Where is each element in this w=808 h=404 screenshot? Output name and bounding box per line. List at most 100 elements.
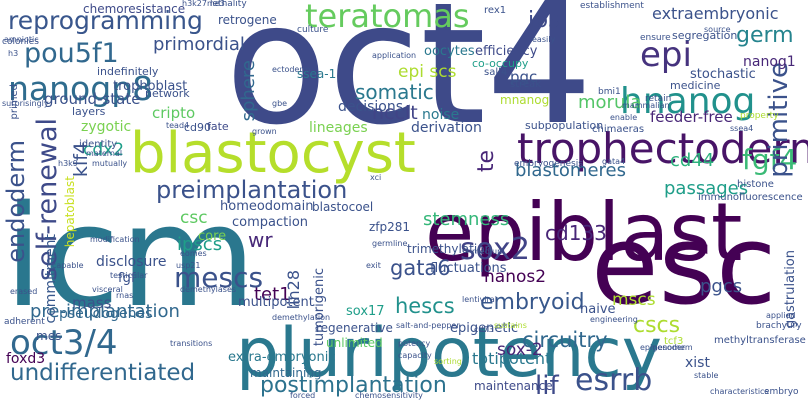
word: gbe (272, 99, 288, 108)
word: medium (472, 247, 505, 256)
word: stochastic (690, 67, 756, 82)
word: embryoid (480, 290, 585, 315)
word: pgcs (700, 276, 743, 297)
word: compaction (232, 215, 309, 230)
word: pseudogenes (59, 306, 153, 322)
word: cd44 (670, 150, 715, 171)
word: cripto (152, 104, 196, 122)
word: xist (685, 355, 710, 371)
word: lentiviral (462, 295, 497, 304)
word: cd90 (184, 121, 212, 134)
word: te (474, 150, 499, 173)
word: pluripotency (236, 314, 662, 393)
word: ensure (640, 33, 671, 43)
word: brachyury (756, 321, 802, 331)
word: lethality (210, 0, 247, 9)
word: tumorigenic (312, 268, 327, 347)
word: sall4 (484, 67, 508, 78)
word: ipscs (177, 234, 223, 255)
word: enable (610, 113, 638, 122)
word: homeodomain (220, 199, 314, 214)
word: sox17 (346, 304, 385, 319)
word: hnanog (620, 81, 756, 122)
word: xci (370, 173, 382, 182)
word: germline (372, 239, 408, 248)
word: potency (398, 339, 431, 348)
word: maintaining (250, 366, 322, 380)
word: bmi1 (598, 87, 621, 97)
word: mescs (174, 261, 264, 294)
word: demethylation (272, 313, 331, 322)
word: fluctuations (430, 261, 507, 276)
word: retain (645, 94, 672, 104)
word: colonies (2, 37, 39, 47)
word: stable (694, 371, 719, 380)
word: foxd3 (6, 351, 46, 367)
word: nanos2 (484, 267, 547, 287)
word: fgf4 (742, 143, 798, 176)
word: derivation (411, 120, 482, 136)
word: sorting (434, 357, 462, 366)
word: sox2 (460, 232, 530, 267)
word: stemness (423, 209, 510, 230)
word: layers (72, 105, 106, 118)
word: epi scs (398, 62, 457, 82)
word: adherent (4, 317, 45, 327)
word: modification (90, 235, 140, 244)
word: postimplantation (260, 373, 447, 398)
word: lineages (309, 120, 368, 136)
word: multipotent (238, 295, 314, 310)
word: establishment (580, 1, 644, 11)
word: erased (10, 287, 38, 296)
word: trophoblast (113, 79, 188, 94)
word: h3k27me3 (182, 0, 225, 8)
word: passages (664, 178, 749, 199)
word: mammalian (622, 101, 670, 110)
word: h3 (8, 49, 19, 58)
word: icm (4, 176, 257, 339)
word: fgf (118, 271, 136, 286)
word: naive (580, 302, 616, 317)
word: circuitry (522, 328, 608, 352)
word: rex1 (484, 5, 507, 16)
word: feeder-free (650, 108, 733, 126)
word: oct4 (225, 0, 593, 162)
word: wr (248, 228, 273, 252)
word: chimaeras (592, 124, 645, 135)
word: streak (510, 79, 542, 90)
word: chemoresistance (83, 2, 186, 16)
word: cdx2 (83, 140, 125, 160)
word: identity (79, 139, 118, 150)
word: embryo (764, 387, 799, 397)
word: blastocoel (312, 200, 374, 214)
word: blastocyst (130, 121, 416, 186)
word: mutually (92, 159, 128, 168)
word: property (740, 111, 779, 121)
word: tet1 (254, 284, 291, 305)
word: immunofluorescence (698, 192, 803, 203)
word: medicine (670, 79, 721, 92)
word: reprogramming (8, 6, 203, 35)
word: trophectoderm (517, 124, 808, 173)
word: characteristics (710, 387, 769, 396)
word: retrogene (218, 13, 277, 27)
word: tead4 (166, 121, 190, 130)
word: maternal (86, 149, 123, 158)
word: cscs (633, 313, 681, 338)
word: lif (535, 371, 559, 401)
word: oocytes (424, 44, 475, 59)
word: endoderm (2, 140, 30, 263)
word: ssea-1 (297, 67, 337, 81)
word: maintenance (474, 379, 553, 393)
word: sphere (238, 60, 259, 122)
word: somatic (355, 80, 434, 104)
word: epigenome (640, 343, 685, 352)
word: source (704, 25, 731, 34)
word: undifferentiated (10, 360, 196, 386)
word: rnas (116, 291, 134, 300)
word: network (145, 87, 190, 100)
word: usp21 (176, 261, 201, 270)
word: disclosure (96, 254, 167, 270)
word: engineering (590, 315, 638, 324)
word: methyltransferase (714, 335, 806, 346)
